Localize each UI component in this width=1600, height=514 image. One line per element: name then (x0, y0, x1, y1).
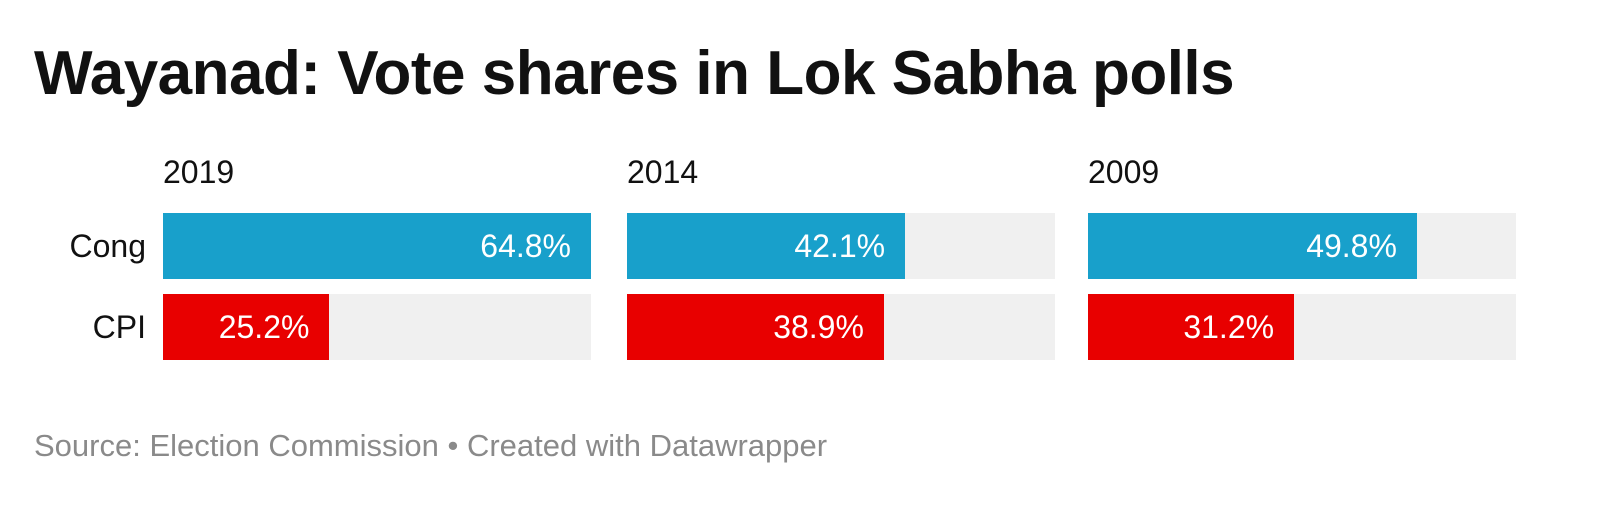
panel-year-label: 2014 (627, 154, 699, 190)
row-label-cong: Cong (69, 228, 147, 264)
row-label-cpi: CPI (92, 309, 146, 345)
data-label: 38.9% (773, 309, 864, 345)
panel-year-label: 2009 (1088, 154, 1160, 190)
data-label: 49.8% (1306, 228, 1397, 264)
panel-year-label: 2019 (163, 154, 235, 190)
bar-track: 31.2% (1088, 294, 1516, 360)
bar-cong-2009: 49.8% (1088, 213, 1417, 279)
bar-cpi-2009: 31.2% (1088, 294, 1295, 360)
bar-track: 64.8% (163, 213, 591, 279)
bar-track: 42.1% (627, 213, 1055, 279)
bar-cong-2019: 64.8% (163, 213, 591, 279)
bar-cpi-2014: 38.9% (627, 294, 884, 360)
bar-track: 25.2% (163, 294, 591, 360)
data-label: 64.8% (480, 228, 571, 264)
bar-track: 49.8% (1088, 213, 1516, 279)
data-label: 25.2% (218, 309, 310, 345)
bar-track: 38.9% (627, 294, 1055, 360)
data-label: 31.2% (1183, 309, 1275, 345)
bar-cpi-2019: 25.2% (163, 294, 330, 360)
chart-title: Wayanad: Vote shares in Lok Sabha polls (34, 39, 1235, 108)
source-footer: Source: Election Commission • Created wi… (34, 428, 828, 463)
data-label: 42.1% (794, 228, 886, 264)
bar-cong-2014: 42.1% (627, 213, 906, 279)
